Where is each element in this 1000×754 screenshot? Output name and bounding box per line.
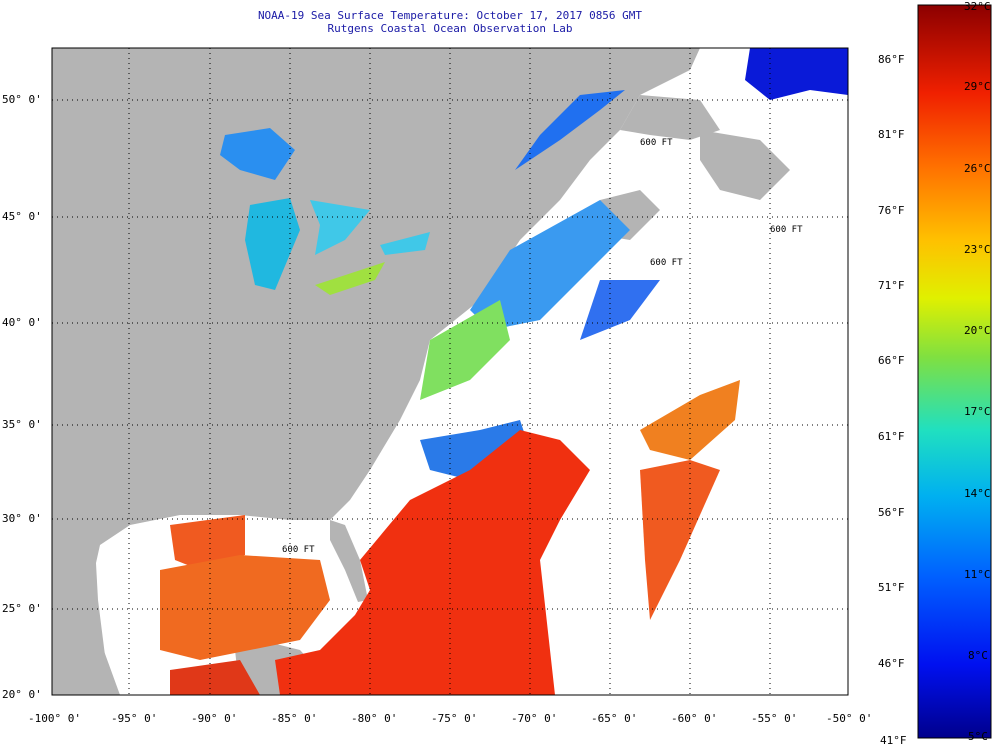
newfoundland-land <box>700 130 790 200</box>
sst-slope-patch <box>580 280 660 340</box>
contour-label: 600 FT <box>650 258 683 268</box>
sst-lake-michigan <box>245 198 300 290</box>
celsius-label: 14°C <box>964 487 991 500</box>
map-subtitle: Rutgens Coastal Ocean Observation Lab <box>327 22 573 35</box>
celsius-label: 8°C <box>968 649 988 662</box>
fahrenheit-label: 61°F <box>878 430 905 443</box>
fahrenheit-label: 86°F <box>878 53 905 66</box>
lat-tick-label: 25° 0' <box>2 602 42 615</box>
lon-tick-label: -95° 0' <box>111 712 158 725</box>
fahrenheit-label: 46°F <box>878 657 905 670</box>
lon-tick-label: -50° 0' <box>826 712 873 725</box>
mexico-land <box>52 545 110 695</box>
celsius-label: 11°C <box>964 568 991 581</box>
lat-tick-label: 40° 0' <box>2 316 42 329</box>
lon-tick-label: -90° 0' <box>191 712 238 725</box>
celsius-label: 5°C <box>968 730 988 743</box>
lat-tick-label: 20° 0' <box>2 688 42 701</box>
sst-gulf-north <box>170 515 245 570</box>
sst-gulf-of-maine <box>470 200 630 330</box>
lon-tick-label: -55° 0' <box>751 712 798 725</box>
gaspe-land <box>620 95 720 140</box>
sst-offshore-south <box>640 460 720 620</box>
celsius-label: 29°C <box>964 80 991 93</box>
colorbar <box>917 4 992 739</box>
fahrenheit-label: 81°F <box>878 128 905 141</box>
sst-mid-atlantic <box>420 300 510 400</box>
celsius-label: 20°C <box>964 324 991 337</box>
lat-tick-label: 45° 0' <box>2 210 42 223</box>
contour-label: 600 FT <box>282 545 315 555</box>
map-title: NOAA-19 Sea Surface Temperature: October… <box>257 9 643 22</box>
lon-tick-label: -75° 0' <box>431 712 478 725</box>
lat-tick-label: 30° 0' <box>2 512 42 525</box>
sst-lake-huron <box>310 200 370 255</box>
sst-carolina <box>420 420 530 480</box>
map-frame <box>51 47 849 696</box>
lon-tick-label: -65° 0' <box>591 712 638 725</box>
celsius-label: 32°C <box>964 0 991 13</box>
fahrenheit-label: 41°F <box>880 734 907 747</box>
sst-lake-erie <box>315 262 385 295</box>
fahrenheit-label: 56°F <box>878 506 905 519</box>
fahrenheit-label: 51°F <box>878 581 905 594</box>
sst-south-atlantic <box>275 430 590 695</box>
celsius-label: 17°C <box>964 405 991 418</box>
sst-gulf-central <box>160 555 330 660</box>
sst-lake-ontario <box>380 232 430 255</box>
lon-tick-label: -80° 0' <box>351 712 398 725</box>
celsius-label: 26°C <box>964 162 991 175</box>
sst-st-lawrence <box>515 90 625 170</box>
sst-campeche <box>170 660 260 695</box>
contour-label: 600 FT <box>640 138 673 148</box>
lon-tick-label: -70° 0' <box>511 712 558 725</box>
lat-tick-label: 35° 0' <box>2 418 42 431</box>
sst-labrador <box>745 48 848 100</box>
fahrenheit-label: 71°F <box>878 279 905 292</box>
lon-tick-label: -100° 0' <box>28 712 81 725</box>
lon-tick-label: -85° 0' <box>271 712 318 725</box>
florida-land <box>330 520 368 602</box>
contour-label: 600 FT <box>770 225 803 235</box>
sst-lake-superior <box>220 128 295 180</box>
fahrenheit-label: 76°F <box>878 204 905 217</box>
lon-tick-label: -60° 0' <box>671 712 718 725</box>
fahrenheit-label: 66°F <box>878 354 905 367</box>
lat-tick-label: 50° 0' <box>2 93 42 106</box>
sst-offshore-east <box>640 380 740 460</box>
celsius-label: 23°C <box>964 243 991 256</box>
